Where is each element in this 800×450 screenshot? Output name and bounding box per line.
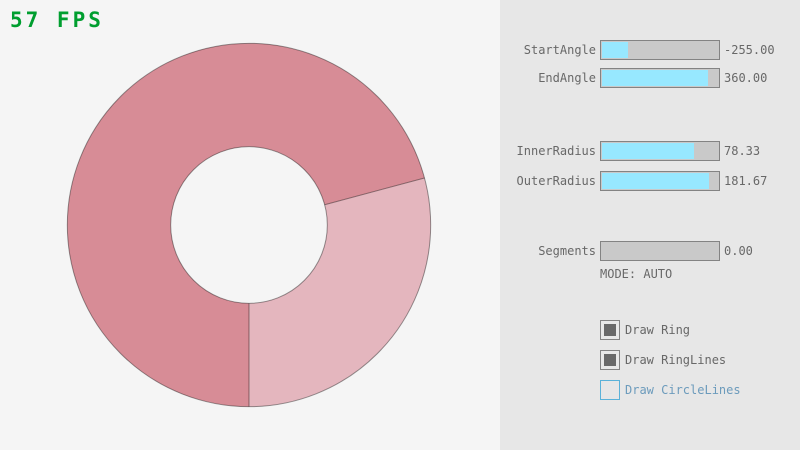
outer-radius-value: 181.67 bbox=[724, 174, 768, 188]
checkmark-icon bbox=[604, 354, 616, 366]
inner-radius-label: InnerRadius bbox=[516, 144, 596, 158]
ring-cap-line bbox=[324, 177, 425, 206]
draw-ringlines-label: Draw RingLines bbox=[625, 353, 727, 367]
ring-sector-dark bbox=[67, 43, 425, 407]
outer-radius-label: OuterRadius bbox=[516, 174, 596, 188]
outer-radius-row: OuterRadius 181.67 bbox=[500, 171, 800, 191]
segments-value: 0.00 bbox=[724, 244, 753, 258]
draw-ringlines-checkbox[interactable] bbox=[600, 350, 620, 370]
controls-panel: StartAngle -255.00 EndAngle 360.00 Inner… bbox=[500, 0, 800, 450]
start-angle-value: -255.00 bbox=[724, 43, 775, 57]
outer-radius-slider-fill bbox=[602, 173, 710, 189]
inner-radius-row: InnerRadius 78.33 bbox=[500, 141, 800, 161]
draw-ring-label: Draw Ring bbox=[625, 323, 691, 337]
start-angle-slider[interactable] bbox=[600, 40, 720, 60]
checkbox-draw-ringlines[interactable]: Draw RingLines bbox=[600, 350, 726, 370]
start-angle-slider-fill bbox=[602, 42, 628, 58]
draw-circlelines-checkbox[interactable] bbox=[600, 380, 620, 400]
fps-counter: 57 FPS bbox=[10, 8, 104, 32]
inner-radius-slider-fill bbox=[602, 143, 695, 159]
segments-label: Segments bbox=[538, 244, 596, 258]
end-angle-slider-fill bbox=[602, 70, 709, 86]
end-angle-label: EndAngle bbox=[538, 71, 596, 85]
start-angle-label: StartAngle bbox=[523, 43, 596, 57]
segments-row: Segments 0.00 bbox=[500, 241, 800, 261]
inner-radius-slider[interactable] bbox=[600, 141, 720, 161]
ring-inner-line bbox=[170, 146, 328, 304]
checkmark-icon bbox=[604, 324, 616, 336]
checkbox-draw-ring[interactable]: Draw Ring bbox=[600, 320, 690, 340]
ring-outer-line bbox=[66, 42, 432, 408]
mode-label: MODE: AUTO bbox=[600, 267, 673, 281]
draw-ring-checkbox[interactable] bbox=[600, 320, 620, 340]
start-angle-row: StartAngle -255.00 bbox=[500, 40, 800, 60]
draw-circlelines-label: Draw CircleLines bbox=[625, 383, 741, 397]
checkbox-draw-circlelines[interactable]: Draw CircleLines bbox=[600, 380, 741, 400]
end-angle-value: 360.00 bbox=[724, 71, 768, 85]
end-angle-slider[interactable] bbox=[600, 68, 720, 88]
ring-sector-light bbox=[249, 177, 431, 407]
segments-slider[interactable] bbox=[600, 241, 720, 261]
inner-radius-value: 78.33 bbox=[724, 144, 761, 158]
end-angle-row: EndAngle 360.00 bbox=[500, 68, 800, 88]
outer-radius-slider[interactable] bbox=[600, 171, 720, 191]
